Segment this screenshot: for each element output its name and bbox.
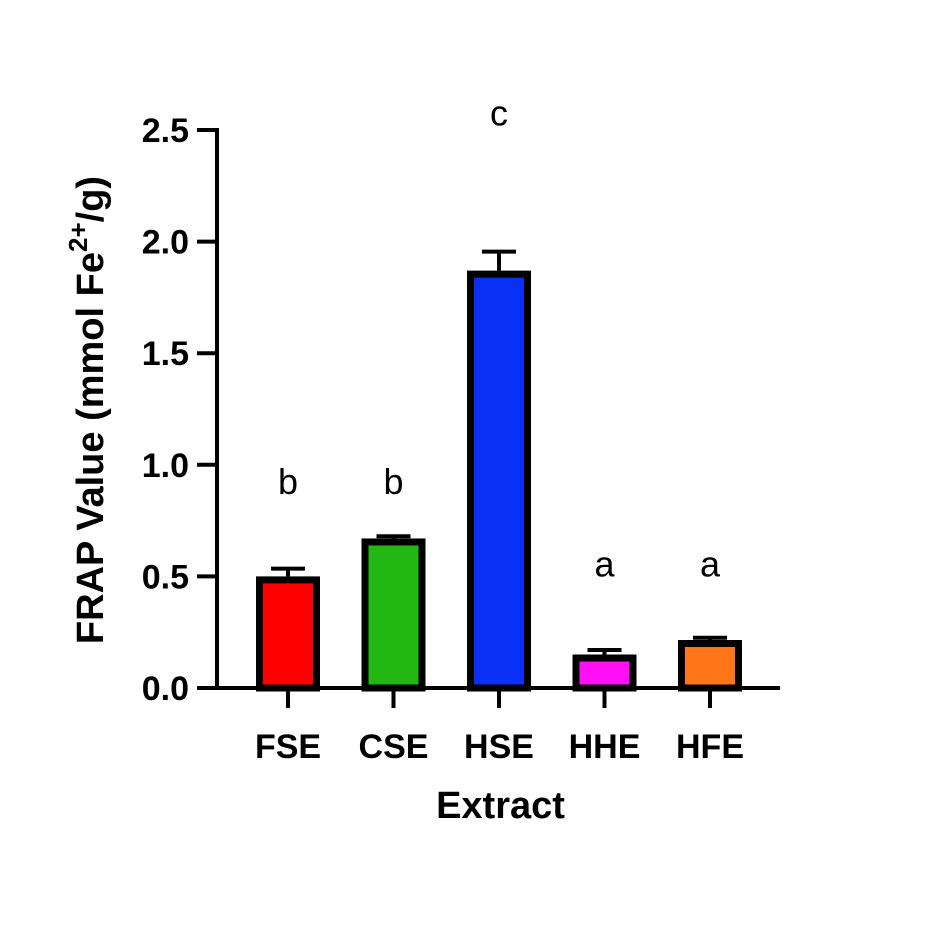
significance-letter-hfe: a: [700, 543, 721, 584]
y-axis-title: FRAP Value (mmol Fe2+/g): [63, 176, 112, 644]
x-tick-label-hse: HSE: [464, 728, 534, 766]
x-tick-label-fse: FSE: [255, 728, 321, 766]
x-tick-label-cse: CSE: [359, 728, 429, 766]
bar-cse: [361, 538, 426, 692]
x-axis-title: Extract: [436, 785, 565, 827]
significance-layer: b b c a a: [278, 93, 721, 585]
significance-letter-fse: b: [278, 461, 298, 502]
bars-layer: [256, 270, 742, 692]
significance-letter-cse: b: [383, 461, 403, 502]
error-bars-layer: [271, 249, 727, 655]
y-axis-title-prefix: FRAP Value (mmol Fe: [70, 252, 112, 644]
y-ticks-layer: 0.0 0.5 1.0 1.5 2.0 2.5: [142, 112, 217, 708]
y-tick-label: 1.0: [142, 447, 189, 485]
bar-hse: [467, 270, 531, 692]
bar-hfe: [678, 640, 742, 692]
x-tick-label-hhe: HHE: [569, 728, 641, 766]
x-tick-label-hfe: HFE: [676, 728, 744, 766]
y-tick-label: 0.5: [142, 558, 189, 596]
bar-hhe: [572, 654, 637, 692]
bar-fse: [256, 576, 320, 692]
x-ticks-layer: FSE CSE HSE HHE HFE: [255, 688, 744, 766]
y-tick-label: 2.5: [142, 112, 189, 150]
y-axis-title-suffix: /g): [70, 176, 112, 222]
significance-letter-hse: c: [490, 93, 508, 134]
significance-letter-hhe: a: [594, 543, 615, 584]
y-tick-label: 0.0: [142, 670, 189, 708]
y-tick-label: 1.5: [142, 335, 189, 373]
y-tick-label: 2.0: [142, 224, 189, 262]
y-axis-title-superscript: 2+: [63, 222, 93, 252]
